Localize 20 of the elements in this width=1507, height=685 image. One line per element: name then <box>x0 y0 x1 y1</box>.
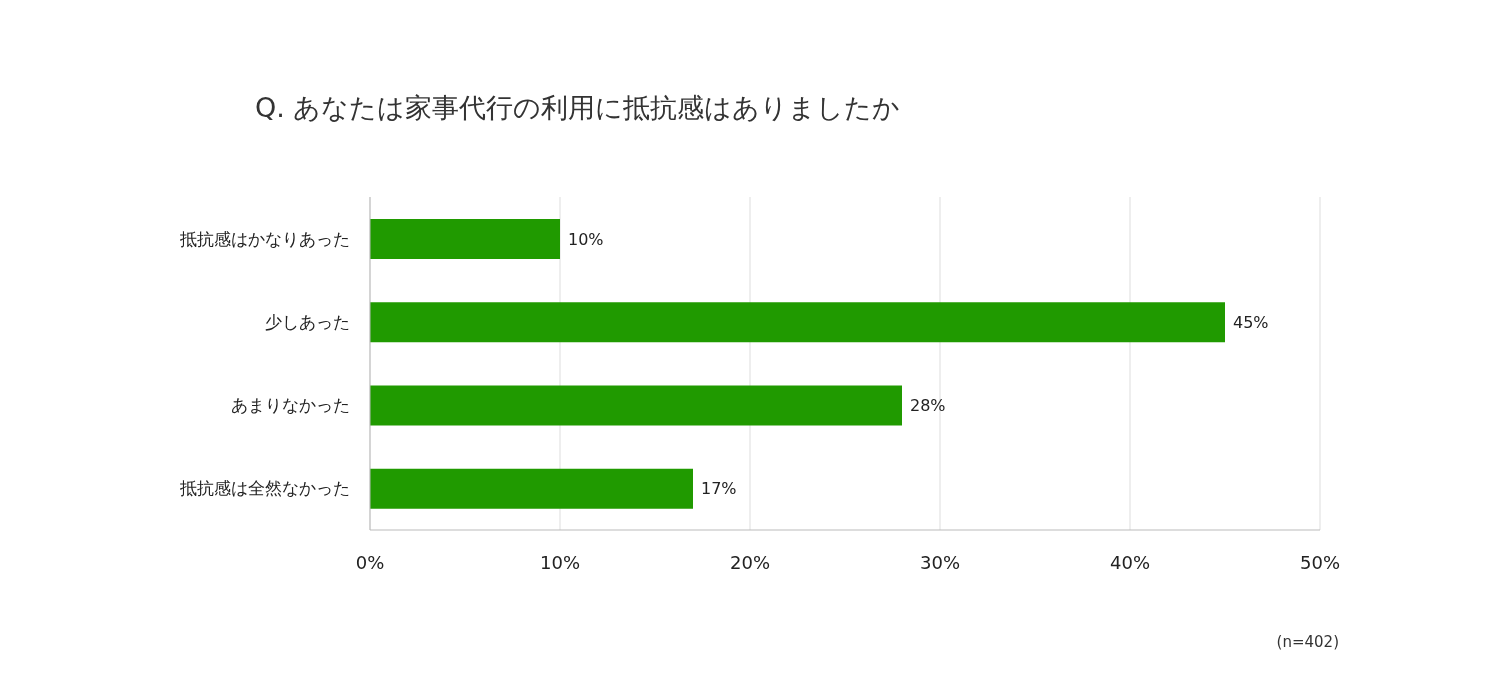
bar <box>370 219 560 259</box>
data-label: 45% <box>1233 312 1269 332</box>
x-tick-label: 0% <box>355 551 385 573</box>
chart-title: Q. あなたは家事代行の利用に抵抗感はありましたか <box>255 91 901 125</box>
bar <box>370 385 902 426</box>
y-tick-label: あまりなかった <box>231 395 350 416</box>
x-tick-label: 30% <box>919 551 961 573</box>
text: (n=402) <box>1276 633 1339 651</box>
bar <box>370 302 1225 343</box>
y-tick-label: 抵抗感は全然なかった <box>179 478 350 499</box>
data-label: 17% <box>701 479 737 499</box>
data-label: 28% <box>910 396 946 416</box>
y-tick-label: 少しあった <box>265 311 350 332</box>
x-tick-label: 40% <box>1109 551 1151 573</box>
data-label: 10% <box>568 229 604 249</box>
x-tick-label: 10% <box>539 551 581 573</box>
bar <box>370 468 693 509</box>
x-tick-label: 20% <box>729 551 771 573</box>
y-tick-label: 抵抗感はかなりあった <box>179 228 350 249</box>
x-tick-label: 50% <box>1299 551 1341 573</box>
